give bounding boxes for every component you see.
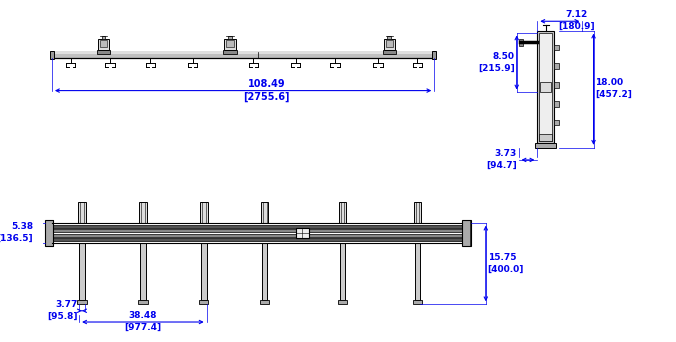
Bar — [140, 243, 146, 300]
Bar — [537, 31, 554, 143]
Bar — [462, 220, 470, 246]
Text: [977.4]: [977.4] — [124, 323, 162, 332]
Bar — [52, 52, 434, 54]
Bar — [97, 50, 110, 54]
Bar — [414, 243, 420, 300]
Bar — [100, 40, 107, 47]
Bar — [339, 202, 346, 223]
Bar — [201, 243, 207, 300]
Bar — [200, 202, 208, 223]
Bar — [383, 50, 396, 54]
Text: [136.5]: [136.5] — [0, 234, 33, 243]
Bar — [414, 202, 421, 223]
Bar — [228, 36, 232, 39]
Bar — [45, 220, 53, 246]
Bar — [554, 63, 559, 69]
Bar — [518, 39, 523, 45]
Text: 3.73: 3.73 — [494, 149, 516, 158]
Text: 18.00: 18.00 — [596, 78, 623, 87]
Text: [95.8]: [95.8] — [47, 312, 77, 321]
Bar — [260, 300, 269, 304]
Bar — [262, 243, 268, 300]
Bar — [224, 50, 237, 54]
Bar — [385, 40, 393, 47]
Bar — [52, 225, 462, 228]
Bar — [338, 300, 347, 304]
Text: 38.48: 38.48 — [128, 311, 157, 320]
Bar — [139, 202, 147, 223]
Text: 8.50: 8.50 — [493, 52, 515, 61]
Bar — [52, 234, 462, 237]
Bar — [98, 39, 109, 50]
Bar — [78, 202, 86, 223]
Text: 7.12: 7.12 — [566, 10, 588, 19]
Bar — [224, 39, 236, 50]
Text: 15.75: 15.75 — [487, 253, 516, 262]
Text: 108.49: 108.49 — [247, 79, 285, 89]
Bar — [295, 228, 309, 238]
Bar — [554, 45, 559, 50]
Bar — [50, 51, 54, 59]
Bar — [540, 82, 552, 92]
Bar — [554, 120, 559, 125]
Bar — [261, 202, 268, 223]
Bar — [384, 39, 395, 50]
Bar — [52, 229, 462, 232]
Bar — [79, 243, 84, 300]
Bar — [226, 40, 234, 47]
Bar — [554, 101, 559, 106]
Text: [180.9]: [180.9] — [558, 22, 595, 31]
Bar — [339, 243, 345, 300]
Bar — [138, 300, 147, 304]
Text: [215.9]: [215.9] — [478, 63, 515, 73]
Text: [400.0]: [400.0] — [487, 264, 524, 273]
Text: [2755.6]: [2755.6] — [243, 92, 290, 102]
Bar — [52, 238, 462, 241]
Bar — [77, 300, 87, 304]
Bar — [539, 32, 552, 141]
Text: [457.2]: [457.2] — [596, 90, 632, 99]
Text: [94.7]: [94.7] — [486, 161, 516, 170]
Bar — [535, 143, 556, 148]
Bar — [413, 300, 422, 304]
Bar — [52, 52, 434, 58]
Text: 5.38: 5.38 — [11, 222, 33, 231]
Bar — [433, 51, 436, 59]
Bar — [539, 134, 552, 141]
Bar — [199, 300, 208, 304]
Bar — [387, 36, 391, 39]
Bar — [101, 36, 105, 39]
Bar — [554, 82, 559, 88]
Text: 3.77: 3.77 — [55, 300, 77, 309]
